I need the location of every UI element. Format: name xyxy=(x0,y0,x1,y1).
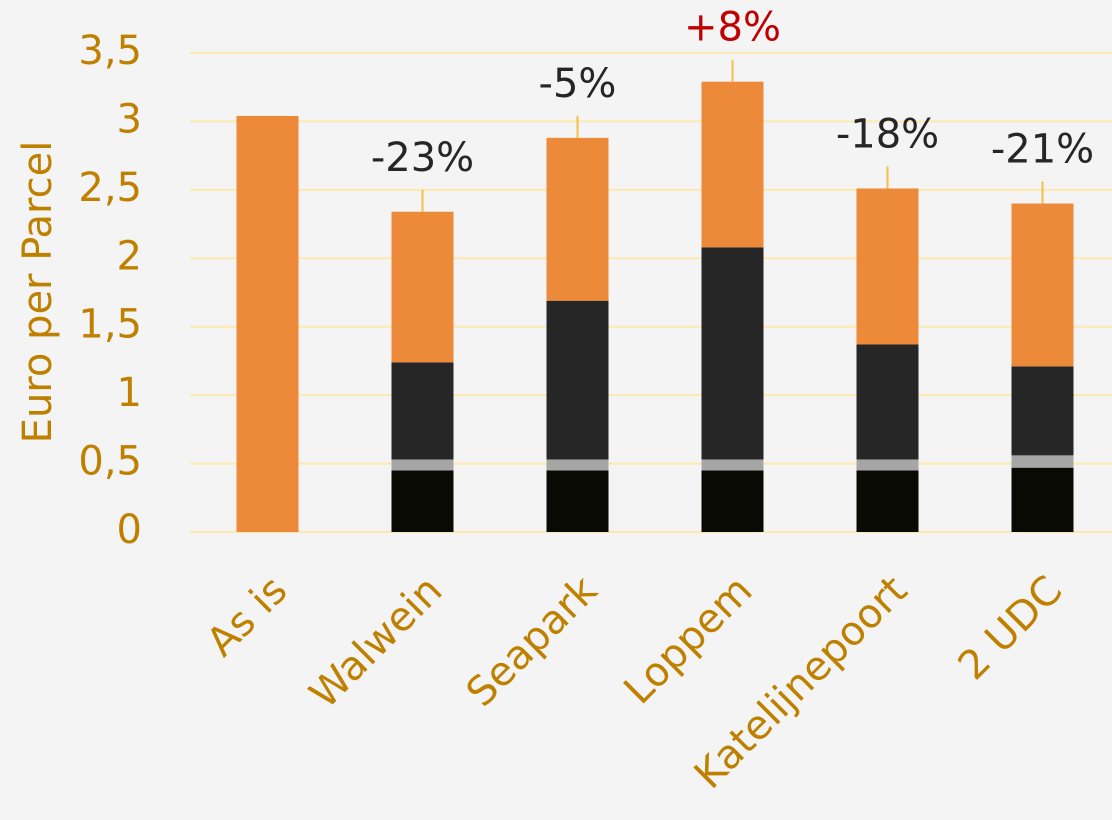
bar-segment xyxy=(701,81,764,248)
y-tick-label: 0,5 xyxy=(78,439,142,485)
annotation: -23% xyxy=(371,135,474,181)
y-tick-label: 0 xyxy=(117,507,142,553)
bar-segment xyxy=(546,300,609,460)
x-tick-label: 2 UDC xyxy=(950,567,1072,689)
y-tick-label: 2 xyxy=(117,233,142,279)
y-tick-label: 3,5 xyxy=(78,28,142,74)
bar-segment xyxy=(856,344,919,460)
bar-segment xyxy=(1011,467,1074,532)
y-tick-label: 1 xyxy=(117,370,142,416)
bar-segment xyxy=(391,211,454,363)
bar-segment xyxy=(391,362,454,460)
x-tick-label: As is xyxy=(198,567,296,665)
x-tick-label: Loppem xyxy=(615,567,761,713)
bar-segment xyxy=(391,470,454,532)
x-tick-label: Walwein xyxy=(301,567,451,717)
annotation: -21% xyxy=(991,127,1094,173)
bar-segment xyxy=(1011,366,1074,456)
x-tick-label: Seapark xyxy=(458,567,607,716)
bar-segment xyxy=(856,470,919,532)
bar-segment xyxy=(1011,203,1074,367)
bar-segment xyxy=(856,188,919,345)
bar-segment xyxy=(856,459,919,471)
bar-segment xyxy=(701,470,764,532)
bar-segment xyxy=(1011,455,1074,468)
bar-segment xyxy=(701,459,764,471)
annotation: -18% xyxy=(836,111,939,157)
y-axis-label: Euro per Parcel xyxy=(15,141,61,444)
y-tick-label: 1,5 xyxy=(78,302,142,348)
bar-segment xyxy=(546,470,609,532)
bar-segment xyxy=(701,247,764,460)
annotation: +8% xyxy=(684,5,781,51)
y-tick-label: 3 xyxy=(117,96,142,142)
y-tick-label: 2,5 xyxy=(78,165,142,211)
bar-segment xyxy=(236,115,299,532)
bar-segment xyxy=(546,137,609,301)
annotation: -5% xyxy=(539,61,617,107)
bar-segment xyxy=(546,459,609,471)
bar-segment xyxy=(391,459,454,471)
